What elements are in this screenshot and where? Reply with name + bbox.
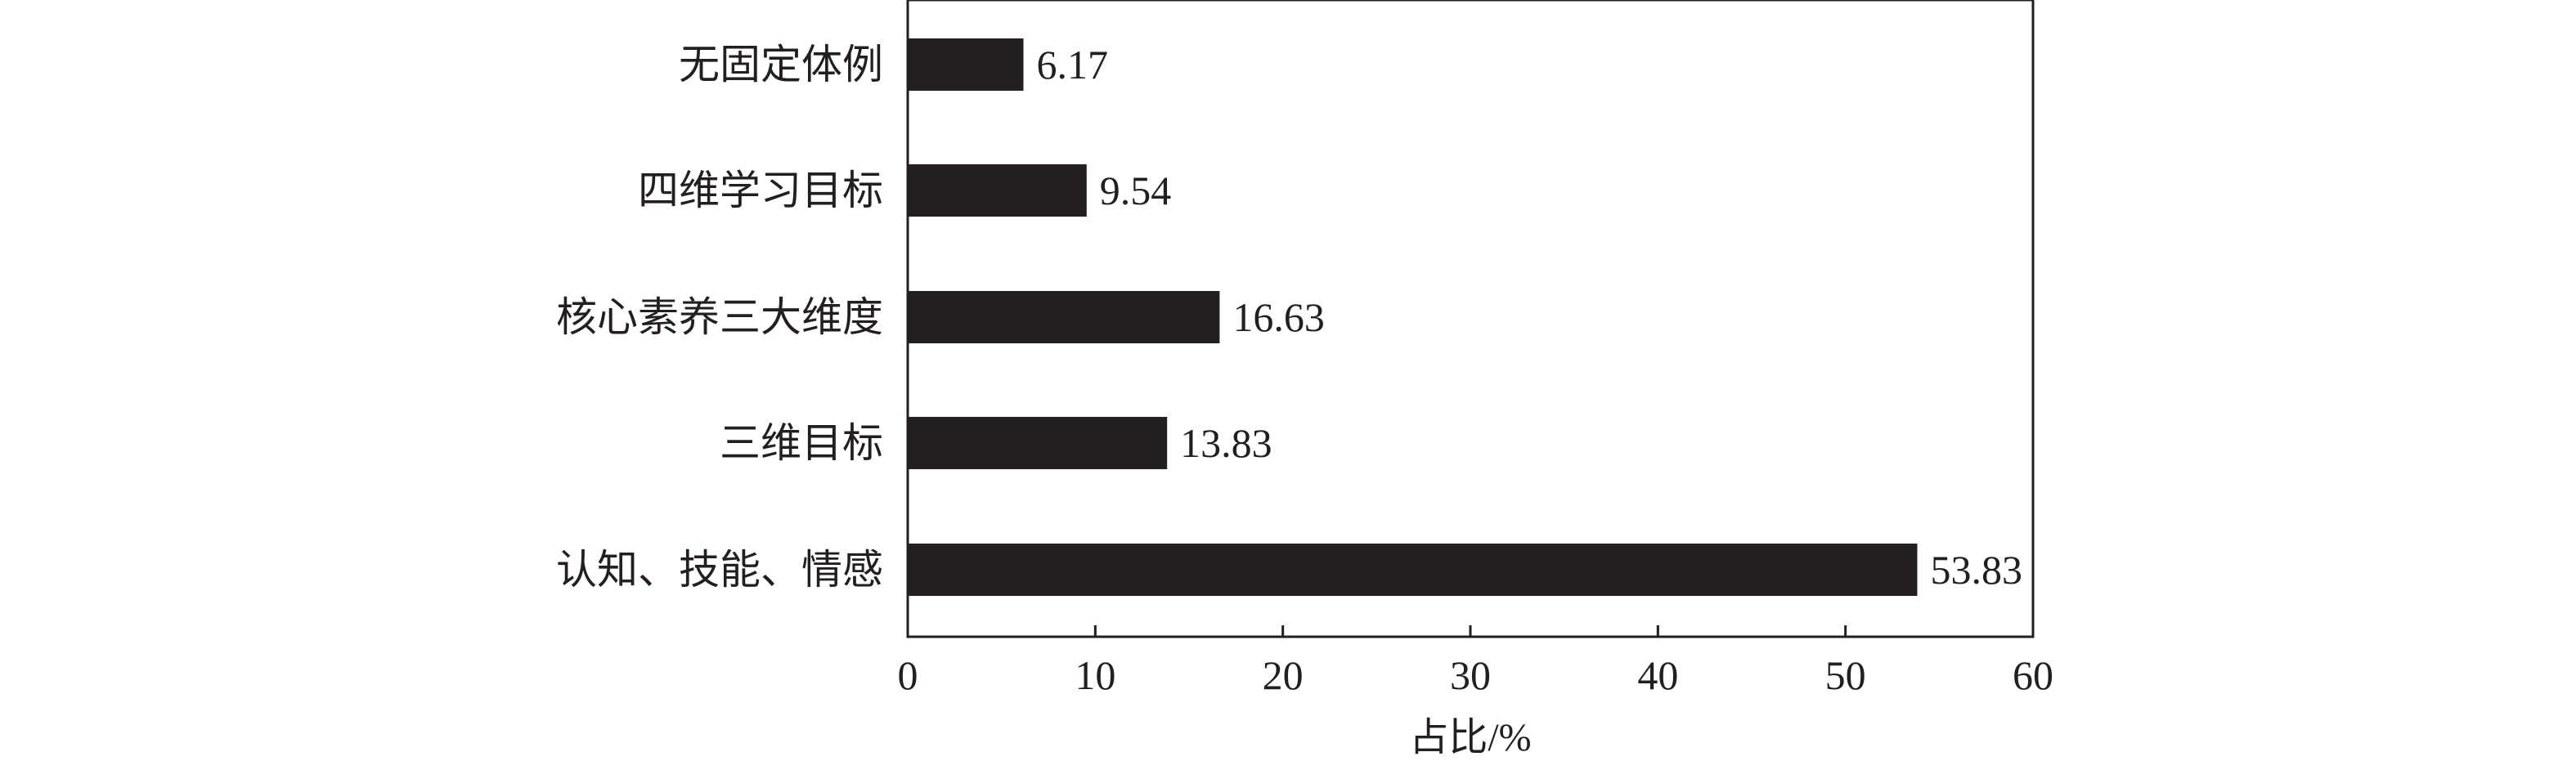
- bar: [908, 417, 1168, 469]
- x-tick-label: 10: [1075, 652, 1115, 698]
- category-label: 认知、技能、情感: [556, 547, 883, 593]
- bar-value-label: 13.83: [1180, 420, 1272, 466]
- category-label: 无固定体例: [679, 42, 883, 87]
- category-label: 三维目标: [720, 420, 883, 466]
- bar-value-label: 16.63: [1232, 294, 1325, 340]
- bar-value-label: 6.17: [1036, 42, 1108, 87]
- bar: [908, 38, 1024, 91]
- x-tick-label: 20: [1263, 652, 1304, 698]
- bar-value-label: 53.83: [1931, 547, 2023, 593]
- bar: [908, 164, 1087, 217]
- x-tick-label: 30: [1450, 652, 1491, 698]
- plot-frame: [906, 0, 2035, 638]
- bar-value-label: 9.54: [1100, 168, 1172, 213]
- x-ticks-group: 0 10 20 30 40 50 60: [898, 625, 2053, 698]
- x-tick-label: 50: [1825, 652, 1866, 698]
- category-label: 核心素养三大维度: [556, 294, 883, 340]
- x-axis-label: 占比/%: [1409, 716, 1531, 759]
- x-tick-label: 40: [1637, 652, 1678, 698]
- category-label: 四维学习目标: [638, 168, 883, 213]
- bars-group: [908, 38, 1918, 596]
- x-tick-label: 60: [2013, 652, 2053, 698]
- bar: [908, 291, 1220, 343]
- x-tick-label: 0: [898, 652, 918, 698]
- bar: [908, 544, 1918, 596]
- value-labels-group: 6.17 9.54 16.63 13.83 53.83: [1036, 42, 2022, 593]
